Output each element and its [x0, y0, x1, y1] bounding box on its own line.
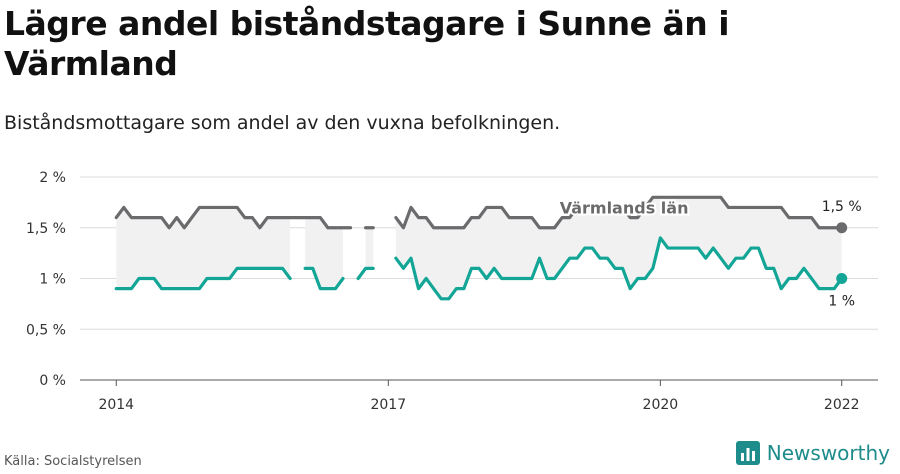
source-note: Källa: Socialstyrelsen — [4, 454, 142, 469]
axes: 0 % 0,5 % 1 % 1,5 % 2 % 2014 2017 2020 2022 — [26, 170, 860, 413]
newsworthy-logo-icon — [735, 441, 760, 465]
brand-logo[interactable]: Newsworthy — [735, 440, 890, 466]
x-tick-label: 2020 — [643, 397, 679, 413]
x-tick-label: 2014 — [98, 397, 134, 413]
x-tick-label: 2022 — [824, 397, 860, 413]
difference-band — [116, 197, 842, 299]
band-segment — [365, 227, 374, 269]
series-line-sunne — [356, 266, 375, 281]
series-line-sunne — [303, 266, 345, 291]
chart-title: Lägre andel biståndstagare i Sunne än i … — [4, 4, 730, 83]
series-line-varmland — [394, 195, 844, 230]
end-point-varmland — [836, 222, 848, 234]
chart-subtitle: Biståndsmottagare som andel av den vuxna… — [4, 112, 561, 134]
end-label-varmland: 1,5 % — [822, 199, 862, 215]
annotations: 1,5 % 1 % Värmlands län — [558, 196, 862, 310]
end-point-sunne — [836, 273, 848, 284]
x-tick-label: 2017 — [370, 397, 406, 413]
band-segment — [395, 197, 842, 299]
brand-name: Newsworthy — [766, 441, 890, 465]
y-tick-label: 1 % — [39, 272, 66, 288]
series-line-varmland — [114, 205, 353, 230]
y-tick-label: 1,5 % — [26, 221, 66, 237]
series-name-label: Värmlands län — [560, 198, 689, 217]
y-tick-label: 0,5 % — [26, 322, 66, 338]
end-label-sunne: 1 % — [828, 294, 855, 310]
series-lines — [114, 195, 848, 301]
y-tick-label: 0 % — [39, 373, 66, 389]
y-tick-label: 2 % — [39, 170, 66, 186]
series-line-sunne — [394, 236, 844, 301]
series-line-sunne — [114, 266, 292, 291]
